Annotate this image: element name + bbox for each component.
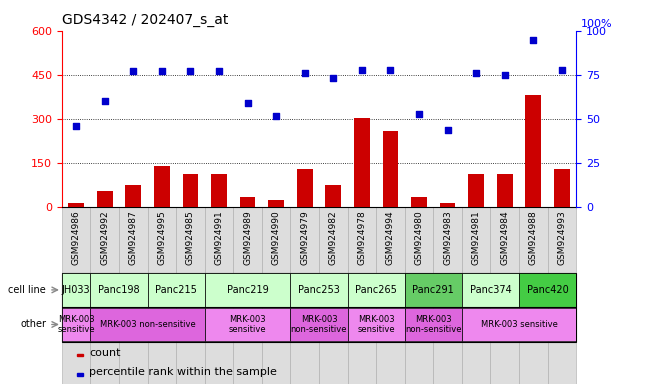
Bar xyxy=(439,203,456,207)
Text: Panc198: Panc198 xyxy=(98,285,140,295)
Bar xyxy=(240,197,255,207)
Bar xyxy=(297,169,312,207)
Bar xyxy=(405,308,462,341)
Bar xyxy=(411,197,427,207)
Bar xyxy=(126,185,141,207)
Point xyxy=(528,36,538,43)
Bar xyxy=(554,169,570,207)
Bar xyxy=(434,207,462,384)
Text: Panc374: Panc374 xyxy=(469,285,511,295)
Bar xyxy=(211,174,227,207)
Point xyxy=(71,123,81,129)
Bar xyxy=(462,207,490,384)
Bar xyxy=(405,273,462,306)
Text: Panc253: Panc253 xyxy=(298,285,340,295)
Bar xyxy=(62,273,90,306)
Point xyxy=(328,75,339,81)
Bar xyxy=(90,273,148,306)
Text: MRK-003
non-sensitive: MRK-003 non-sensitive xyxy=(405,315,462,334)
Bar xyxy=(290,207,319,384)
Text: MRK-003
sensitive: MRK-003 sensitive xyxy=(229,315,266,334)
Text: JH033: JH033 xyxy=(62,285,90,295)
Text: MRK-003
sensitive: MRK-003 sensitive xyxy=(357,315,395,334)
Point xyxy=(299,70,310,76)
Text: other: other xyxy=(20,319,46,329)
Bar xyxy=(262,207,290,384)
Bar xyxy=(182,174,199,207)
Bar xyxy=(490,207,519,384)
Point xyxy=(471,70,481,76)
Bar xyxy=(519,273,576,306)
Bar xyxy=(348,308,405,341)
Text: Panc219: Panc219 xyxy=(227,285,268,295)
Bar xyxy=(383,131,398,207)
Bar xyxy=(148,207,176,384)
Text: MRK-003 sensitive: MRK-003 sensitive xyxy=(480,320,557,329)
Bar xyxy=(348,273,405,306)
Bar xyxy=(148,273,204,306)
Text: 100%: 100% xyxy=(581,19,613,29)
Point xyxy=(214,68,224,74)
Bar xyxy=(62,207,90,384)
Point xyxy=(385,66,396,73)
Point xyxy=(499,72,510,78)
Bar xyxy=(77,373,83,376)
Bar xyxy=(354,118,370,207)
Point xyxy=(357,66,367,73)
Bar xyxy=(525,96,541,207)
Text: count: count xyxy=(89,348,120,358)
Text: Panc265: Panc265 xyxy=(355,285,397,295)
Bar xyxy=(268,200,284,207)
Text: MRK-003
non-sensitive: MRK-003 non-sensitive xyxy=(291,315,347,334)
Bar xyxy=(290,273,348,306)
Bar xyxy=(176,207,204,384)
Bar xyxy=(468,174,484,207)
Bar xyxy=(90,308,204,341)
Bar xyxy=(62,308,90,341)
Text: Panc215: Panc215 xyxy=(155,285,197,295)
Bar xyxy=(154,166,170,207)
Bar xyxy=(204,273,290,306)
Text: cell line: cell line xyxy=(8,285,46,295)
Bar xyxy=(233,207,262,384)
Text: GDS4342 / 202407_s_at: GDS4342 / 202407_s_at xyxy=(62,13,229,27)
Point xyxy=(557,66,567,73)
Bar xyxy=(204,207,233,384)
Bar xyxy=(462,273,519,306)
Point xyxy=(128,68,139,74)
Bar xyxy=(405,207,434,384)
Text: percentile rank within the sample: percentile rank within the sample xyxy=(89,367,277,377)
Bar xyxy=(376,207,405,384)
Bar xyxy=(497,174,512,207)
Text: MRK-003 non-sensitive: MRK-003 non-sensitive xyxy=(100,320,195,329)
Text: MRK-003
sensitive: MRK-003 sensitive xyxy=(57,315,95,334)
Bar xyxy=(77,354,83,356)
Bar xyxy=(204,308,290,341)
Bar xyxy=(348,207,376,384)
Point xyxy=(271,113,281,119)
Bar xyxy=(519,207,547,384)
Text: Panc291: Panc291 xyxy=(412,285,454,295)
Bar xyxy=(326,185,341,207)
Bar xyxy=(462,308,576,341)
Bar xyxy=(319,207,348,384)
Bar xyxy=(68,203,84,207)
Bar xyxy=(97,191,113,207)
Point xyxy=(100,98,110,104)
Point xyxy=(414,111,424,117)
Bar xyxy=(119,207,148,384)
Point xyxy=(242,100,253,106)
Point xyxy=(185,68,195,74)
Bar xyxy=(547,207,576,384)
Text: Panc420: Panc420 xyxy=(527,285,568,295)
Point xyxy=(442,127,452,133)
Bar xyxy=(290,308,348,341)
Point xyxy=(157,68,167,74)
Bar xyxy=(90,207,119,384)
